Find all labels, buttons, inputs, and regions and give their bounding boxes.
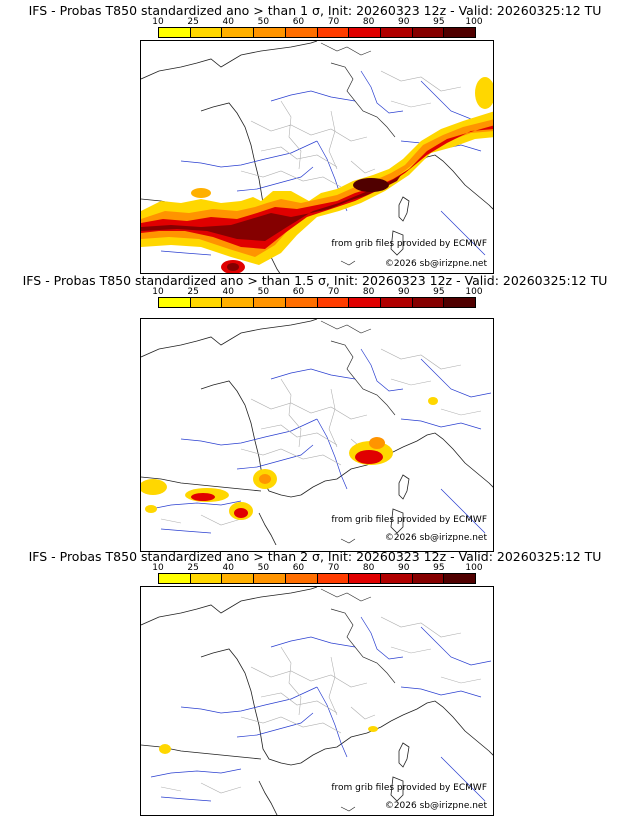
ecmwf-credit: from grib files provided by ECMWF xyxy=(331,783,487,793)
map-2sigma: from grib files provided by ECMWF ©2026 … xyxy=(140,586,494,816)
colorbar-cell xyxy=(412,298,445,307)
colorbar-cell xyxy=(380,28,413,37)
colorbar-cell xyxy=(444,298,476,307)
panel-2: IFS - Probas T850 standardized ano > tha… xyxy=(0,270,630,552)
colorbar-cell xyxy=(254,574,286,583)
colorbar-tick-label: 40 xyxy=(222,563,234,573)
colorbar xyxy=(158,573,476,584)
panel-title: IFS - Probas T850 standardized ano > tha… xyxy=(28,3,602,18)
colorbar-tick-label: 50 xyxy=(257,287,270,297)
colorbar-cell xyxy=(317,574,350,583)
colorbar-tick-label: 70 xyxy=(327,563,340,573)
colorbar-cell xyxy=(380,298,413,307)
colorbar-labels: 10 25 40 50 60 70 80 90 95 100 xyxy=(140,563,500,573)
colorbar-tick-label: 10 xyxy=(152,287,164,297)
colorbar-tick-label: 25 xyxy=(187,563,199,573)
colorbar-cell xyxy=(190,298,223,307)
ecmwf-credit: from grib files provided by ECMWF xyxy=(331,239,487,249)
ecmwf-credit: from grib files provided by ECMWF xyxy=(331,515,487,525)
colorbar-cell xyxy=(412,28,445,37)
colorbar-tick-label: 10 xyxy=(152,563,164,573)
colorbar-tick-label: 90 xyxy=(398,287,410,297)
colorbar-cell xyxy=(380,574,413,583)
colorbar-tick-label: 70 xyxy=(327,17,340,27)
panel-title: IFS - Probas T850 standardized ano > tha… xyxy=(22,273,608,288)
colorbar-tick-label: 50 xyxy=(257,17,270,27)
colorbar-cell xyxy=(190,574,223,583)
colorbar-labels: 10 25 40 50 60 70 80 90 95 100 xyxy=(140,287,500,297)
copyright-credit: ©2026 sb@irizpne.net xyxy=(384,533,487,543)
colorbar-tick-label: 80 xyxy=(362,563,375,573)
colorbar-tick-label: 60 xyxy=(292,17,305,27)
colorbar-tick-label: 95 xyxy=(433,563,445,573)
colorbar-tick-label: 25 xyxy=(187,17,199,27)
colorbar-cell xyxy=(285,574,318,583)
colorbar xyxy=(158,297,476,308)
colorbar-cell xyxy=(222,28,255,37)
panel-title: IFS - Probas T850 standardized ano > tha… xyxy=(28,549,602,564)
map-1-5sigma: from grib files provided by ECMWF ©2026 … xyxy=(140,318,494,552)
colorbar-cell xyxy=(285,298,318,307)
colorbar-cell xyxy=(349,574,381,583)
colorbar-tick-label: 80 xyxy=(362,17,375,27)
colorbar-tick-label: 25 xyxy=(187,287,199,297)
colorbar-tick-label: 95 xyxy=(433,287,445,297)
colorbar-cell xyxy=(412,574,445,583)
colorbar-tick-label: 60 xyxy=(292,287,305,297)
colorbar-tick-label: 50 xyxy=(257,563,270,573)
colorbar-cell xyxy=(444,574,476,583)
panel-1: IFS - Probas T850 standardized ano > tha… xyxy=(0,0,630,274)
colorbar-tick-label: 100 xyxy=(465,287,483,297)
colorbar-tick-label: 40 xyxy=(222,287,234,297)
colorbar-cell xyxy=(349,298,381,307)
colorbar-tick-label: 70 xyxy=(327,287,340,297)
colorbar-cell xyxy=(159,28,191,37)
map-1sigma: from grib files provided by ECMWF ©2026 … xyxy=(140,40,494,274)
colorbar-tick-label: 100 xyxy=(465,563,483,573)
panel-3: IFS - Probas T850 standardized ano > tha… xyxy=(0,546,630,820)
colorbar-cell xyxy=(159,574,191,583)
colorbar xyxy=(158,27,476,38)
colorbar-cell xyxy=(317,298,350,307)
colorbar-cell xyxy=(349,28,381,37)
colorbar-cell xyxy=(285,28,318,37)
colorbar-tick-label: 90 xyxy=(398,17,410,27)
colorbar-tick-label: 80 xyxy=(362,287,375,297)
copyright-credit: ©2026 sb@irizpne.net xyxy=(384,801,487,811)
colorbar-cell xyxy=(317,28,350,37)
colorbar-labels: 10 25 40 50 60 70 80 90 95 100 xyxy=(140,17,500,27)
colorbar-tick-label: 10 xyxy=(152,17,164,27)
colorbar-cell xyxy=(222,298,255,307)
colorbar-tick-label: 40 xyxy=(222,17,234,27)
colorbar-tick-label: 95 xyxy=(433,17,445,27)
colorbar-cell xyxy=(159,298,191,307)
copyright-credit: ©2026 sb@irizpne.net xyxy=(384,259,487,269)
colorbar-tick-label: 60 xyxy=(292,563,305,573)
colorbar-cell xyxy=(254,298,286,307)
colorbar-cell xyxy=(222,574,255,583)
colorbar-tick-label: 90 xyxy=(398,563,410,573)
colorbar-cell xyxy=(444,28,476,37)
colorbar-cell xyxy=(190,28,223,37)
colorbar-cell xyxy=(254,28,286,37)
colorbar-tick-label: 100 xyxy=(465,17,483,27)
